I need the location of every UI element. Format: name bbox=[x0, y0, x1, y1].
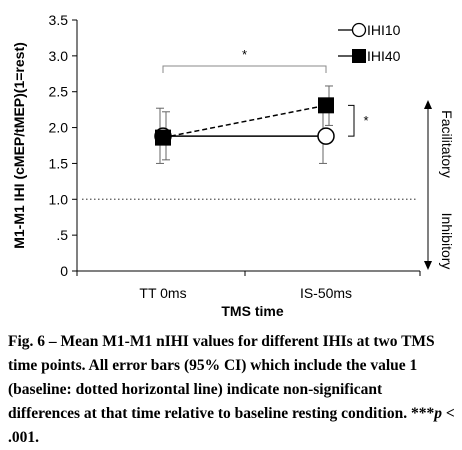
legend-marker-ihi10 bbox=[351, 22, 367, 38]
legend-marker-ihi40 bbox=[352, 49, 366, 63]
side-arrow-up-head bbox=[424, 100, 432, 109]
series-line-ihi40 bbox=[162, 104, 327, 139]
y-tick-label: 2.0 bbox=[49, 120, 69, 136]
caption-fig-label: Fig. 6 bbox=[8, 333, 46, 350]
y-axis-title: M1-M1 IHI (cMEP/tMEP)(1=rest) bbox=[11, 42, 27, 249]
x-tick-label: IS-50ms bbox=[300, 285, 352, 301]
x-tick-label: TT 0ms bbox=[139, 285, 186, 301]
y-tick-label: 1.0 bbox=[49, 191, 69, 207]
caption-text: Mean M1-M1 nIHI values for different IHI… bbox=[8, 333, 435, 422]
marker-ihi10 bbox=[317, 127, 335, 145]
legend-label-ihi10: IHI10 bbox=[367, 22, 401, 38]
side-arrow-down-head bbox=[424, 261, 432, 270]
x-axis-title: TMS time bbox=[221, 303, 283, 319]
y-tick-label: 1.5 bbox=[49, 155, 69, 171]
y-tick-label: 0 bbox=[60, 263, 68, 279]
y-tick-label: 2.5 bbox=[49, 84, 69, 100]
marker-ihi40 bbox=[318, 97, 334, 114]
caption-stars: *** bbox=[410, 405, 435, 422]
inhibitory-label: Inhibitory bbox=[439, 213, 455, 270]
legend-label-ihi40: IHI40 bbox=[367, 48, 401, 64]
caption-dash: – bbox=[48, 333, 57, 350]
chart-svg: 0 .5 1.0 1.5 2.0 2.5 3.0 3.5 TT 0ms IS-50ms TMS ti… bbox=[11, 12, 455, 319]
bracket-between-ihis bbox=[348, 104, 355, 137]
y-tick-label: .5 bbox=[56, 227, 68, 243]
bracket-between-times bbox=[162, 65, 327, 73]
figure-caption: Fig. 6 – Mean M1-M1 nIHI values for diff… bbox=[8, 330, 458, 450]
figure-chart: 0 .5 1.0 1.5 2.0 2.5 3.0 3.5 TT 0ms IS-50ms TMS ti… bbox=[11, 12, 455, 319]
significance-star-times: * bbox=[242, 47, 247, 62]
significance-star-ihis: * bbox=[363, 113, 368, 128]
caption-p-symbol: p bbox=[434, 405, 442, 422]
caption-p-rest: < .001. bbox=[8, 405, 455, 446]
marker-ihi40 bbox=[155, 129, 171, 146]
y-tick-label: 3.5 bbox=[49, 12, 69, 28]
facilitatory-label: Facilitatory bbox=[439, 110, 455, 178]
y-tick-label: 3.0 bbox=[49, 48, 69, 64]
